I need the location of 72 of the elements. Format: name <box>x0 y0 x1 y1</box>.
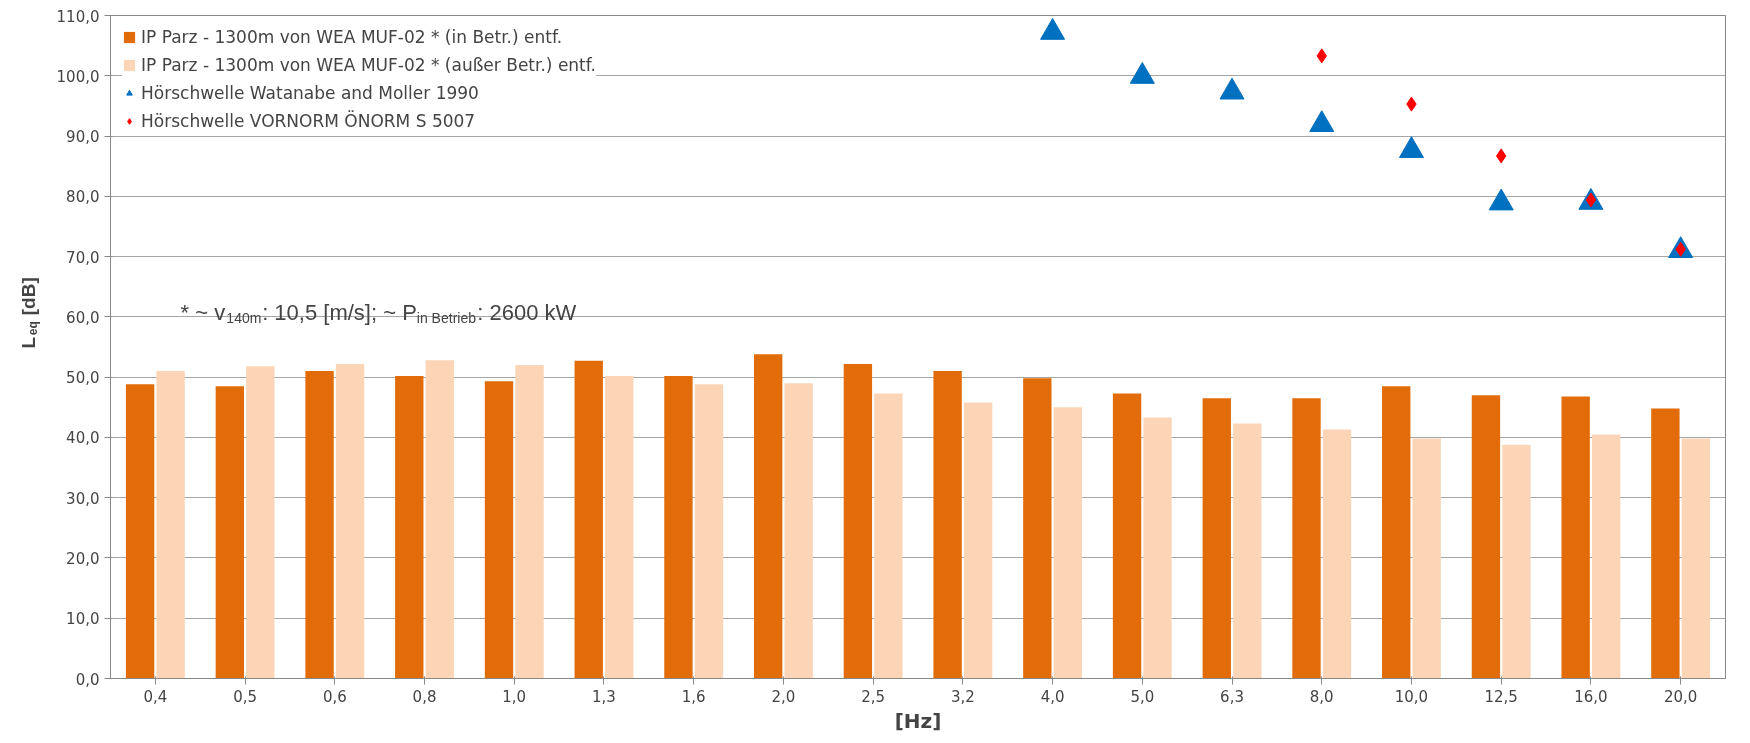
y-tick-label: 40,0 <box>66 429 100 448</box>
bar <box>664 375 693 679</box>
bar <box>246 366 275 679</box>
y-tick-label: 90,0 <box>66 128 100 147</box>
x-tick-label: 2,5 <box>861 687 886 706</box>
bar <box>1471 395 1501 679</box>
bar <box>574 360 603 679</box>
bar <box>1112 393 1142 679</box>
bar <box>843 363 873 679</box>
y-tick-label: 50,0 <box>66 369 100 388</box>
y-axis-title: Leq [dB] <box>18 277 41 349</box>
bar <box>395 375 424 679</box>
x-tick-label: 12,5 <box>1484 687 1518 706</box>
bar <box>515 365 544 679</box>
x-tick-label: 1,0 <box>502 687 527 706</box>
bar <box>1233 423 1262 679</box>
bar <box>1681 438 1711 679</box>
bar <box>963 402 993 679</box>
bar <box>1292 398 1321 679</box>
bar <box>933 371 962 679</box>
bar <box>874 393 903 679</box>
legend-label: IP Parz - 1300m von WEA MUF-02 * (in Betr.) entf. <box>141 27 563 47</box>
bar <box>1591 434 1621 679</box>
bar <box>1412 438 1441 679</box>
x-tick-label: 1,6 <box>681 687 706 706</box>
y-tick-label: 0,0 <box>75 670 100 689</box>
x-tick-label: 3,2 <box>950 687 975 706</box>
bar <box>694 384 724 679</box>
y-tick-label: 70,0 <box>66 248 100 267</box>
x-tick-label: 6,3 <box>1220 687 1244 706</box>
legend-label: IP Parz - 1300m von WEA MUF-02 * (außer Betr.) entf. <box>141 55 596 75</box>
bar <box>605 375 634 679</box>
y-tick-label: 10,0 <box>66 610 100 629</box>
x-tick-label: 8,0 <box>1309 687 1334 706</box>
x-tick-label: 0,5 <box>233 687 258 706</box>
x-tick-label: 4,0 <box>1040 687 1065 706</box>
bar <box>484 381 514 679</box>
legend-label: Hörschwelle Watanabe and Moller 1990 <box>141 83 479 103</box>
bar <box>425 360 454 679</box>
x-tick-label: 0,8 <box>412 687 437 706</box>
y-tick-label: 80,0 <box>66 188 100 207</box>
bar <box>125 384 155 679</box>
x-tick-label: 5,0 <box>1130 687 1155 706</box>
x-tick-label: 1,3 <box>592 687 616 706</box>
y-tick-label: 60,0 <box>66 308 100 327</box>
legend-label: Hörschwelle VORNORM ÖNORM S 5007 <box>141 111 476 131</box>
y-tick-label: 100,0 <box>56 67 100 86</box>
y-tick-label: 30,0 <box>66 489 100 508</box>
x-tick-label: 10,0 <box>1394 687 1429 706</box>
bar <box>1382 386 1411 679</box>
x-tick-label: 0,4 <box>143 687 168 706</box>
bar <box>753 354 783 679</box>
y-tick-label: 110,0 <box>56 7 100 26</box>
x-tick-label: 20,0 <box>1663 687 1698 706</box>
bar <box>1651 408 1680 679</box>
bar <box>156 371 185 679</box>
bar <box>1202 398 1231 679</box>
bar <box>1143 417 1172 679</box>
x-axis-title: [Hz] <box>894 708 942 733</box>
bar <box>1053 407 1083 679</box>
x-tick-label: 16,0 <box>1574 687 1608 706</box>
bar <box>1561 396 1590 679</box>
x-tick-label: 2,0 <box>771 687 796 706</box>
bar <box>1322 429 1352 679</box>
bar <box>305 371 334 679</box>
x-tick-label: 0,6 <box>322 687 347 706</box>
bar <box>1502 444 1531 679</box>
bar <box>1023 378 1052 679</box>
bar <box>215 386 245 679</box>
y-tick-label: 20,0 <box>66 549 100 568</box>
bar <box>784 383 813 679</box>
bar <box>335 363 365 679</box>
